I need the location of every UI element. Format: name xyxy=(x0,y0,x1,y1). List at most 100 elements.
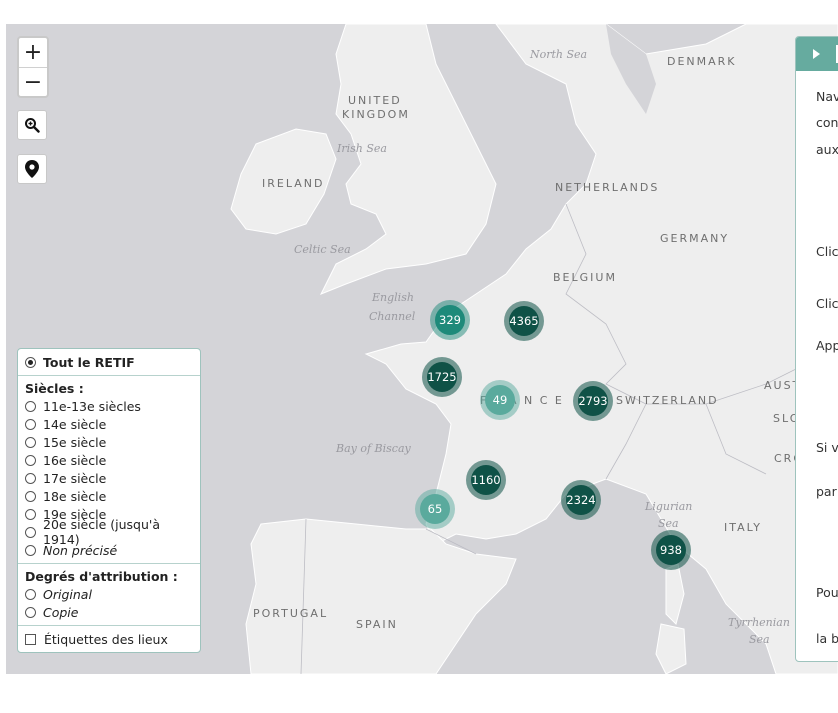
marker-cluster[interactable]: 65 xyxy=(415,489,455,529)
century-radio[interactable] xyxy=(25,436,36,448)
country-label: KINGDOM xyxy=(342,108,410,121)
map-pin-icon xyxy=(25,160,39,178)
sea-label: Sea xyxy=(749,633,770,646)
zoom-to-extent-button[interactable] xyxy=(17,110,47,140)
century-radio[interactable] xyxy=(25,418,36,430)
attribution-label: Copie xyxy=(43,604,79,620)
sea-label: Bay of Biscay xyxy=(336,442,411,455)
filter-all-label: Tout le RETIF xyxy=(43,354,135,370)
cluster-count: 329 xyxy=(435,305,465,335)
attribution-radio[interactable] xyxy=(25,606,36,618)
cluster-count: 65 xyxy=(420,494,450,524)
century-radio[interactable] xyxy=(25,400,36,412)
century-radio[interactable] xyxy=(25,544,36,556)
century-radio[interactable] xyxy=(25,508,36,520)
country-label: GERMANY xyxy=(660,232,730,245)
panel-line: Clic xyxy=(816,244,838,259)
panel-line: con xyxy=(816,115,838,130)
century-label: 16e siècle xyxy=(43,452,107,468)
sea-label: Irish Sea xyxy=(337,142,387,155)
country-label: BELGIUM xyxy=(553,271,617,284)
centuries-list: 11e-13e siècles 14e siècle 15e siècle 16e s… xyxy=(25,397,193,559)
zoom-in-button[interactable]: + xyxy=(19,38,47,68)
century-option[interactable]: 14e siècle xyxy=(25,415,193,433)
cluster-count: 2324 xyxy=(566,485,596,515)
zoom-out-button[interactable]: − xyxy=(23,70,43,95)
panel-line: App xyxy=(816,338,838,353)
sea-label: English xyxy=(372,291,414,304)
marker-cluster[interactable]: 4365 xyxy=(504,301,544,341)
century-label: Non précisé xyxy=(43,542,118,558)
magnifier-icon xyxy=(25,118,40,133)
century-option[interactable]: 19e siècle xyxy=(25,505,193,523)
marker-cluster[interactable]: 1160 xyxy=(466,460,506,500)
locate-button[interactable] xyxy=(17,154,47,184)
century-label: 19e siècle xyxy=(43,506,107,522)
century-label: 17e siècle xyxy=(43,470,107,486)
century-radio[interactable] xyxy=(25,526,36,538)
marker-cluster[interactable]: 329 xyxy=(430,300,470,340)
century-label: 14e siècle xyxy=(43,416,107,432)
attribution-label: Original xyxy=(43,586,92,602)
attribution-list: Original Copie xyxy=(25,585,193,621)
century-radio[interactable] xyxy=(25,490,36,502)
labels-toggle-label: Étiquettes des lieux xyxy=(44,631,168,647)
sea-label: North Sea xyxy=(530,48,588,61)
sea-label: Sea xyxy=(658,517,679,530)
zoom-control: + − xyxy=(17,36,49,98)
attribution-option[interactable]: Copie xyxy=(25,603,193,621)
century-option[interactable]: Non précisé xyxy=(25,541,193,559)
marker-cluster[interactable]: 1725 xyxy=(422,357,462,397)
sea-label: Celtic Sea xyxy=(294,243,351,256)
marker-cluster[interactable]: 2793 xyxy=(573,381,613,421)
centuries-title: Siècles : xyxy=(25,381,84,396)
attribution-title: Degrés d'attribution : xyxy=(25,569,178,584)
panel-line: Clic xyxy=(816,296,838,311)
sea-label: Channel xyxy=(369,310,416,323)
cluster-count: 49 xyxy=(485,385,515,415)
century-radio[interactable] xyxy=(25,454,36,466)
century-option[interactable]: 20e siècle (jusqu'à 1914) xyxy=(25,517,193,547)
century-label: 20e siècle (jusqu'à 1914) xyxy=(43,517,160,547)
century-radio[interactable] xyxy=(25,472,36,484)
attribution-radio[interactable] xyxy=(25,588,36,600)
century-label: 15e siècle xyxy=(43,434,107,450)
century-option[interactable]: 15e siècle xyxy=(25,433,193,451)
caret-right-icon xyxy=(813,49,820,59)
panel-line: Pou xyxy=(816,585,838,600)
panel-line: la b xyxy=(816,631,838,646)
country-label: SWITZERLAND xyxy=(616,394,719,407)
panel-line: Si v xyxy=(816,440,838,455)
cluster-count: 1160 xyxy=(471,465,501,495)
panel-line: par xyxy=(816,484,837,499)
filter-all[interactable]: Tout le RETIF xyxy=(25,353,193,371)
panel-toggle-tab[interactable] xyxy=(796,37,838,71)
marker-cluster[interactable]: 2324 xyxy=(561,480,601,520)
country-label: IRELAND xyxy=(262,177,325,190)
labels-toggle[interactable]: Étiquettes des lieux xyxy=(25,630,193,648)
attribution-option[interactable]: Original xyxy=(25,585,193,603)
century-option[interactable]: 18e siècle xyxy=(25,487,193,505)
cluster-count: 2793 xyxy=(578,386,608,416)
country-label: NETHERLANDS xyxy=(555,181,660,194)
map-view[interactable]: UNITED KINGDOM IRELAND NETHERLANDS DENMARK GE… xyxy=(6,24,838,674)
panel-line: Nav xyxy=(816,89,838,104)
labels-checkbox[interactable] xyxy=(25,633,36,645)
country-label: SPAIN xyxy=(356,618,398,631)
info-sidepanel: Nav con aux Clic Clic App Si v par Pou la b xyxy=(795,36,838,662)
century-option[interactable]: 17e siècle xyxy=(25,469,193,487)
cluster-count: 4365 xyxy=(509,306,539,336)
panel-tab-mark xyxy=(836,45,838,63)
marker-cluster[interactable]: 938 xyxy=(651,530,691,570)
sea-label: Ligurian xyxy=(645,500,693,513)
panel-line: aux xyxy=(816,142,838,157)
radio-all[interactable] xyxy=(25,356,36,368)
cluster-count: 1725 xyxy=(427,362,457,392)
century-option[interactable]: 16e siècle xyxy=(25,451,193,469)
country-label: UNITED xyxy=(348,94,402,107)
country-label: ITALY xyxy=(724,521,763,534)
marker-cluster[interactable]: 49 xyxy=(480,380,520,420)
century-option[interactable]: 11e-13e siècles xyxy=(25,397,193,415)
sea-label: Tyrrhenian xyxy=(728,616,790,629)
cluster-count: 938 xyxy=(656,535,686,565)
